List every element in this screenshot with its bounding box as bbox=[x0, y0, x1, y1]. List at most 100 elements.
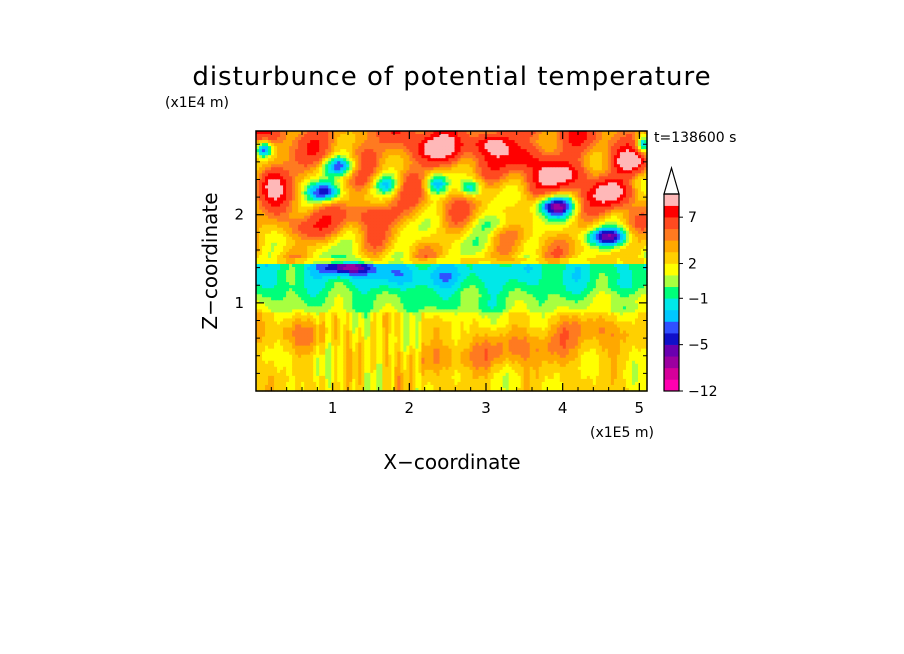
heatmap-cell bbox=[382, 242, 386, 247]
heatmap-cell bbox=[580, 209, 585, 214]
heatmap-cell bbox=[520, 227, 525, 232]
heatmap-cell bbox=[439, 170, 444, 174]
heatmap-cell bbox=[541, 197, 546, 202]
heatmap-cell bbox=[292, 200, 296, 205]
heatmap-cell bbox=[481, 140, 486, 144]
heatmap-cell bbox=[367, 161, 371, 165]
heatmap-cell bbox=[505, 224, 510, 229]
heatmap-cell bbox=[463, 194, 468, 199]
heatmap-cell bbox=[331, 239, 335, 244]
heatmap-cell bbox=[553, 230, 558, 235]
heatmap-cell bbox=[472, 146, 477, 150]
heatmap-cell bbox=[592, 152, 597, 156]
heatmap-cell bbox=[439, 182, 444, 187]
heatmap-cell bbox=[604, 173, 609, 177]
heatmap-cell bbox=[478, 242, 483, 247]
heatmap-cell bbox=[460, 140, 465, 144]
heatmap-cell bbox=[481, 236, 486, 241]
heatmap-cell bbox=[448, 176, 453, 180]
heatmap-cell bbox=[460, 218, 465, 223]
heatmap-cell bbox=[280, 161, 284, 165]
heatmap-cell bbox=[553, 209, 558, 214]
heatmap-cell bbox=[274, 209, 278, 214]
heatmap-cell bbox=[595, 203, 600, 208]
heatmap-cell bbox=[562, 230, 567, 235]
heatmap-cell bbox=[523, 212, 528, 217]
heatmap-cell bbox=[535, 227, 540, 232]
heatmap-cell bbox=[328, 140, 332, 144]
heatmap-cell bbox=[592, 176, 597, 180]
heatmap-cell bbox=[493, 176, 498, 180]
heatmap-cell bbox=[505, 179, 510, 183]
heatmap-cell bbox=[496, 206, 501, 211]
heatmap-cell bbox=[526, 170, 531, 174]
heatmap-cell bbox=[583, 146, 588, 150]
heatmap-cell bbox=[268, 167, 272, 171]
heatmap-cell bbox=[547, 173, 552, 177]
heatmap-cell bbox=[415, 224, 420, 229]
heatmap-cell bbox=[535, 197, 540, 202]
heatmap-cell bbox=[367, 146, 371, 150]
heatmap-cell bbox=[625, 146, 630, 150]
heatmap-cell bbox=[316, 221, 320, 226]
heatmap-cell bbox=[409, 167, 413, 171]
heatmap-cell bbox=[592, 215, 597, 220]
heatmap-cell bbox=[379, 158, 383, 162]
heatmap-cell bbox=[451, 161, 456, 165]
heatmap-cell bbox=[346, 230, 350, 235]
heatmap-cell bbox=[385, 185, 389, 190]
heatmap-cell bbox=[451, 164, 456, 168]
heatmap-cell bbox=[556, 236, 561, 241]
heatmap-cell bbox=[283, 176, 287, 180]
heatmap-cell bbox=[355, 209, 359, 214]
heatmap-cell bbox=[391, 203, 395, 208]
heatmap-cell bbox=[277, 191, 281, 196]
heatmap-cell bbox=[595, 182, 600, 187]
heatmap-cell bbox=[511, 155, 516, 159]
heatmap-cell bbox=[472, 197, 477, 202]
heatmap-cell bbox=[328, 239, 332, 244]
heatmap-cell bbox=[490, 218, 495, 223]
heatmap-cell bbox=[625, 200, 630, 205]
heatmap-cell bbox=[574, 182, 579, 187]
heatmap-cell bbox=[571, 164, 576, 168]
heatmap-cell bbox=[340, 167, 344, 171]
heatmap-cell bbox=[445, 212, 450, 217]
heatmap-cell bbox=[454, 185, 459, 190]
heatmap-cell bbox=[352, 137, 356, 141]
heatmap-cell bbox=[436, 164, 441, 168]
heatmap-cell bbox=[580, 206, 585, 211]
heatmap-cell bbox=[487, 152, 492, 156]
heatmap-cell bbox=[322, 161, 326, 165]
heatmap-cell bbox=[553, 239, 558, 244]
heatmap-cell bbox=[469, 158, 474, 162]
heatmap-cell bbox=[442, 191, 447, 196]
heatmap-cell bbox=[484, 170, 489, 174]
heatmap-cell bbox=[520, 194, 525, 199]
heatmap-cell bbox=[637, 170, 642, 174]
heatmap-cell bbox=[568, 233, 573, 238]
heatmap-cell bbox=[508, 242, 513, 247]
heatmap-cell bbox=[628, 221, 633, 226]
heatmap-cell bbox=[349, 167, 353, 171]
heatmap-cell bbox=[643, 152, 648, 156]
heatmap-cell bbox=[565, 152, 570, 156]
heatmap-cell bbox=[349, 215, 353, 220]
heatmap-cell bbox=[376, 164, 380, 168]
heatmap-cell bbox=[418, 200, 423, 205]
heatmap-cell bbox=[601, 209, 606, 214]
heatmap-cell bbox=[472, 200, 477, 205]
heatmap-cell bbox=[454, 143, 459, 147]
heatmap-cell bbox=[310, 137, 314, 141]
heatmap-cell bbox=[397, 182, 401, 187]
heatmap-cell bbox=[448, 227, 453, 232]
heatmap-cell bbox=[625, 137, 630, 141]
heatmap-cell bbox=[511, 215, 516, 220]
heatmap-cell bbox=[313, 158, 317, 162]
heatmap-cell bbox=[637, 173, 642, 177]
heatmap-cell bbox=[613, 185, 618, 190]
heatmap-cell bbox=[304, 158, 308, 162]
heatmap-cell bbox=[370, 167, 374, 171]
heatmap-cell bbox=[439, 218, 444, 223]
heatmap-cell bbox=[598, 227, 603, 232]
